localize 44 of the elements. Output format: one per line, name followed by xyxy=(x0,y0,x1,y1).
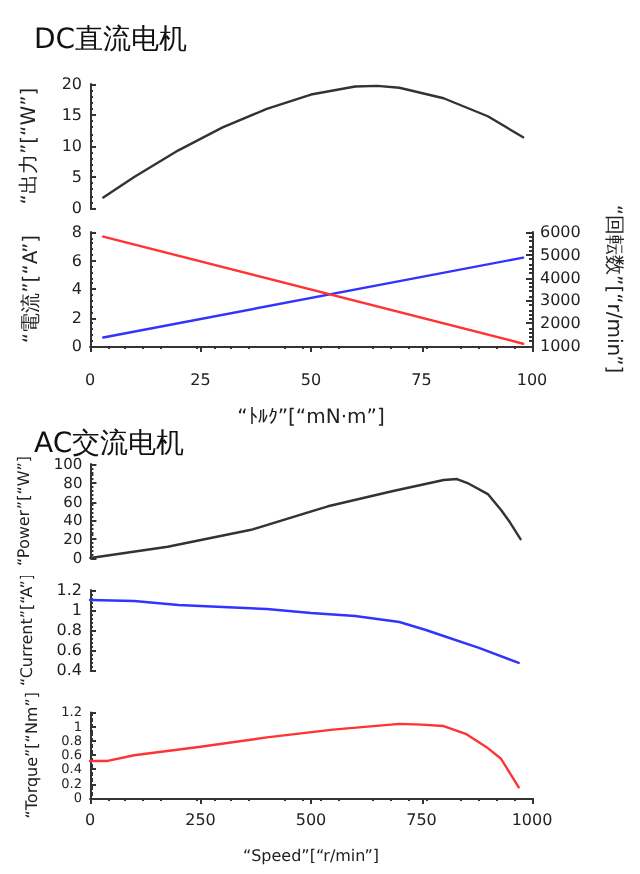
y-axis-title: “出力”[“W”] xyxy=(16,87,41,205)
line-series xyxy=(102,84,525,199)
y-tick-label: 20 xyxy=(61,75,82,93)
x-axis-title: “Speed”[“r/min”] xyxy=(242,847,380,865)
x-axis-title: “ﾄﾙｸ”[“mN·m”] xyxy=(237,407,385,429)
y-tick-label: 10 xyxy=(61,137,82,155)
chart-title: DC直流电机 xyxy=(34,24,188,56)
y-tick-label: 1.2 xyxy=(56,581,82,600)
y-tick-label: 0.8 xyxy=(56,621,82,639)
x-tick-label: 0 xyxy=(84,811,96,829)
y-axis-title: “Current”[“A”] xyxy=(17,573,36,687)
x-tick-label: 25 xyxy=(190,371,211,389)
y-axis-title: “電流”[“A”] xyxy=(19,234,43,344)
x-tick-label: 0 xyxy=(84,371,96,389)
y-tick-label: 0 xyxy=(71,199,82,217)
y2-tick-label: 1000 xyxy=(540,337,581,355)
y-tick-label: 0.6 xyxy=(56,640,82,659)
y-tick-label: 15 xyxy=(61,106,82,124)
line-series xyxy=(88,722,520,789)
line-series xyxy=(88,598,520,665)
y2-tick-label: 6000 xyxy=(540,223,581,241)
x-tick-label: 500 xyxy=(295,811,327,829)
x-tick-label: 100 xyxy=(516,371,548,389)
y-tick-label: 2 xyxy=(71,308,82,327)
y-tick-label: 0 xyxy=(71,337,82,355)
chart-title: AC交流电机 xyxy=(34,428,185,460)
y2-tick-label: 5000 xyxy=(540,245,581,264)
y-tick-label: 0.4 xyxy=(56,660,82,679)
x-tick-label: 250 xyxy=(185,811,216,829)
y-axis-title: “Torque”[“Nm”] xyxy=(22,691,41,819)
y-tick-label: 6 xyxy=(71,251,82,270)
y-axis-title: “Power”[“W”] xyxy=(15,455,33,567)
y-tick-label: 5 xyxy=(71,168,82,186)
y2-axis-title: “回転数”[“r/min”] xyxy=(601,204,624,374)
y-tick-label: 1 xyxy=(71,601,82,620)
y-tick-label: 8 xyxy=(71,223,82,241)
y2-tick-label: 3000 xyxy=(540,291,581,310)
y2-tick-label: 4000 xyxy=(540,268,581,287)
x-tick-label: 75 xyxy=(411,371,432,389)
y2-tick-label: 2000 xyxy=(540,314,581,333)
x-tick-label: 750 xyxy=(406,811,437,829)
y-tick-label: 4 xyxy=(71,280,82,298)
x-tick-label: 1000 xyxy=(511,811,553,829)
x-tick-label: 50 xyxy=(300,371,322,389)
